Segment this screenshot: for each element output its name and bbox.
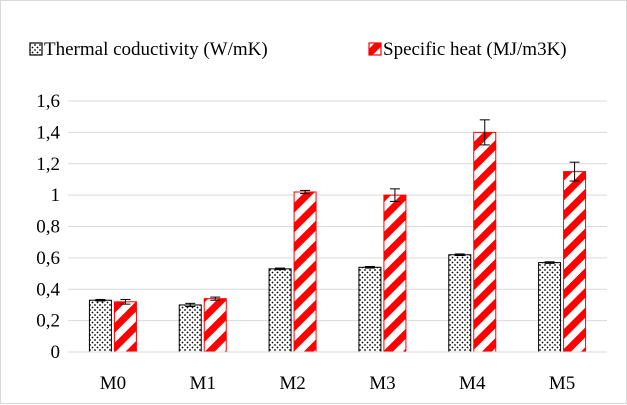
y-tick-label: 0,4: [36, 279, 60, 300]
legend-swatch-thermal-conductivity: [29, 42, 43, 56]
x-tick-label: M0: [100, 373, 126, 394]
x-tick-label: M4: [459, 373, 486, 394]
bar-thermal-conductivity-m3: [358, 266, 382, 353]
bar-specific-heat-m1: [203, 298, 227, 353]
x-tick-label: M5: [549, 373, 575, 394]
bar-thermal-conductivity-m5: [538, 262, 562, 353]
bar-specific-heat-m5: [563, 171, 587, 353]
bar-specific-heat-m0: [113, 301, 137, 353]
x-axis: M0 M1 M2 M3 M4 M5: [68, 351, 607, 394]
bar-thermal-conductivity-m2: [268, 268, 292, 353]
bar-specific-heat-m2: [293, 191, 317, 353]
bars: [88, 119, 587, 353]
legend-label-specific-heat: Specific heat (MJ/m3K): [383, 39, 567, 60]
y-tick-label: 0,6: [36, 248, 60, 269]
y-tick-label: 1,2: [36, 154, 60, 175]
legend-swatch-specific-heat: [368, 42, 382, 56]
y-axis: 0 0,2 0,4 0,6 0,8 1 1,2 1,4 1,6: [36, 91, 60, 363]
bar-thermal-conductivity-m4: [448, 254, 472, 353]
x-tick-label: M1: [190, 373, 216, 394]
bar-specific-heat-m4: [473, 131, 497, 353]
bar-thermal-conductivity-m0: [88, 299, 112, 353]
y-tick-label: 1,4: [36, 122, 60, 143]
bar-thermal-conductivity-m1: [178, 304, 202, 353]
y-tick-label: 1,6: [36, 91, 60, 112]
gridlines: [68, 100, 607, 322]
y-tick-label: 0,2: [36, 311, 60, 332]
x-tick-label: M2: [279, 373, 305, 394]
y-tick-label: 0: [51, 342, 61, 363]
legend-label-thermal-conductivity: Thermal coductivity (W/mK): [44, 39, 268, 60]
x-tick-label: M3: [369, 373, 395, 394]
legend: Thermal coductivity (W/mK) Specific heat …: [29, 39, 567, 60]
bar-specific-heat-m3: [383, 194, 407, 353]
y-tick-label: 0,8: [36, 217, 60, 238]
y-tick-label: 1: [51, 185, 61, 206]
